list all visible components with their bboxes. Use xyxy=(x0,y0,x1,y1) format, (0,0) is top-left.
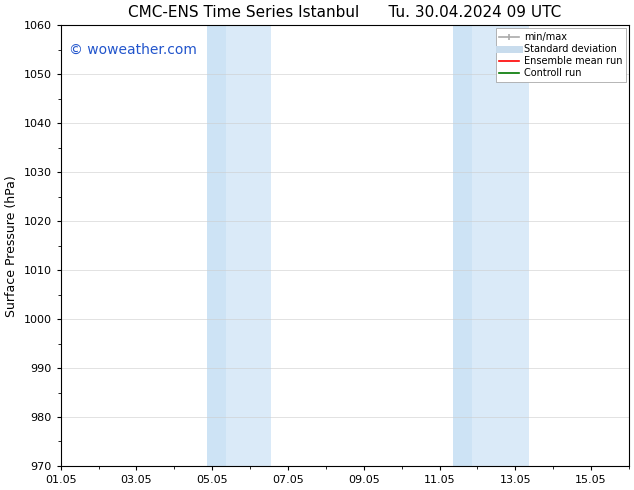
Bar xyxy=(207,25,226,466)
Legend: min/max, Standard deviation, Ensemble mean run, Controll run: min/max, Standard deviation, Ensemble me… xyxy=(496,28,626,82)
Text: © woweather.com: © woweather.com xyxy=(69,43,197,57)
Bar xyxy=(226,25,271,466)
Bar xyxy=(453,25,472,466)
Title: CMC-ENS Time Series Istanbul      Tu. 30.04.2024 09 UTC: CMC-ENS Time Series Istanbul Tu. 30.04.2… xyxy=(128,5,562,20)
Bar xyxy=(472,25,529,466)
Y-axis label: Surface Pressure (hPa): Surface Pressure (hPa) xyxy=(5,175,18,317)
